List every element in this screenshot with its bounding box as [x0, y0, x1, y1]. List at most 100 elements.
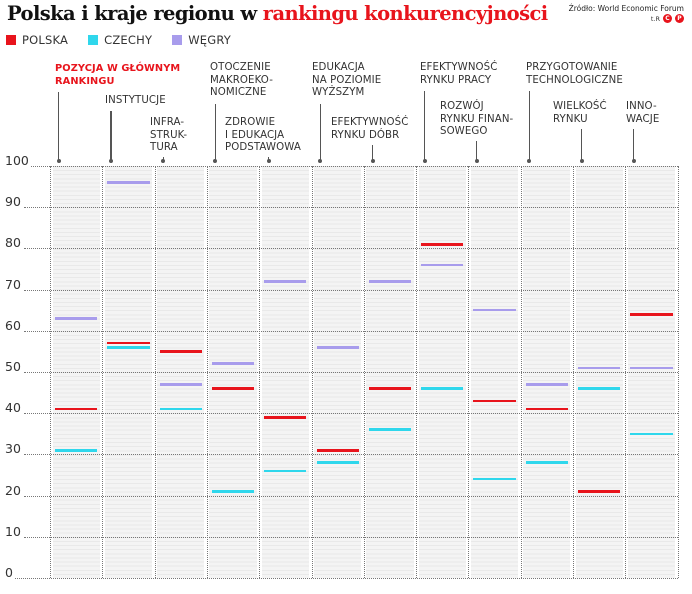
marker-węgry: [211, 362, 255, 366]
gridline-60: [24, 330, 678, 332]
category-label-line: EFEKTYWNOŚĆ: [420, 62, 498, 73]
category-label-line: STRUK-: [150, 129, 188, 141]
column-background: [52, 166, 100, 578]
gridline-0: [15, 578, 678, 579]
column-separator: [154, 166, 156, 578]
pointer-line: [266, 157, 272, 163]
category-label-line: NOMICZNE: [210, 87, 267, 98]
title-highlight: rankingu konkurencyjności: [262, 2, 548, 25]
source-note: Źródło: World Economic Forum: [568, 4, 684, 13]
marker-węgry: [368, 280, 412, 283]
marker-czechy: [525, 461, 568, 464]
pointer-line: [108, 111, 114, 163]
category-label: PRZYGOTOWANIE TECHNOLOGICZNE: [526, 62, 623, 87]
category-label-line: INFRA-: [150, 117, 185, 128]
category-label: POZYCJA W GŁÓWNYM RANKINGU: [55, 63, 180, 88]
marker-węgry: [159, 383, 202, 386]
category-label-line: TECHNOLOGICZNE: [526, 74, 623, 86]
chart-title: Polska i kraje regionu w rankingu konkur…: [7, 2, 548, 25]
category-label-line: OTOCZENIE: [210, 62, 271, 73]
marker-czechy: [421, 387, 464, 390]
category-label-line: WYŻSZYM: [312, 87, 365, 98]
pointer-line: [56, 92, 62, 163]
pointer-line: [474, 141, 480, 163]
category-label-line: WIELKOŚĆ: [553, 101, 607, 112]
marker-czechy: [55, 448, 98, 452]
column-separator: [520, 166, 522, 578]
category-label-line: I EDUKACJA: [225, 129, 285, 141]
y-tick-label: 30: [5, 441, 21, 457]
legend-label: POLSKA: [22, 33, 69, 47]
y-tick-label: 10: [5, 523, 21, 539]
category-label: EFEKTYWNOŚĆ RYNKU PRACY: [420, 62, 497, 87]
category-label-line: SOWEGO: [440, 126, 488, 137]
gridline-40: [24, 413, 678, 415]
category-label-line: WACJE: [626, 113, 660, 125]
y-tick-label: 90: [5, 194, 21, 210]
gridline-30: [24, 454, 678, 456]
pointer-line: [212, 104, 219, 163]
category-label: INSTYTUCJE: [105, 95, 166, 108]
y-tick-label: 80: [5, 235, 21, 251]
category-label-line: PRZYGOTOWANIE: [526, 62, 618, 73]
column-separator: [573, 166, 574, 578]
category-label: OTOCZENIE MAKROEKO- NOMICZNE: [210, 62, 273, 100]
category-label-line: POZYCJA W GŁÓWNYM: [55, 63, 181, 74]
title-prefix: Polska i kraje regionu w: [7, 2, 263, 25]
marker-polska: [578, 490, 621, 493]
marker-czechy: [211, 490, 255, 493]
column-separator: [468, 166, 470, 578]
category-label-line: RYNKU DÓBR: [331, 129, 400, 141]
swatch-wegry-icon: [172, 35, 183, 45]
marker-węgry: [473, 308, 516, 312]
gridline-100: [31, 166, 678, 167]
pointer-line: [422, 91, 428, 163]
gridline-80: [24, 248, 678, 250]
credit-initials: t.R: [650, 14, 660, 23]
marker-węgry: [55, 317, 98, 320]
category-label-line: NA POZIOMIE: [312, 74, 382, 86]
category-label: EFEKTYWNOŚĆ RYNKU DÓBR: [331, 117, 408, 142]
y-tick-label: 0: [5, 565, 13, 580]
legend: POLSKA CZECHY WĘGRY: [6, 33, 231, 47]
marker-czechy: [264, 469, 307, 473]
pointer-line: [370, 145, 376, 163]
y-tick-label: 60: [5, 317, 21, 333]
pointer-line: [160, 157, 166, 163]
category-label-line: RYNKU PRACY: [420, 74, 492, 86]
legend-item-wegry: WĘGRY: [172, 33, 231, 47]
marker-polska: [630, 313, 673, 316]
marker-polska: [159, 350, 202, 353]
marker-polska: [473, 399, 516, 403]
category-label-line: RYNKU: [553, 113, 588, 125]
marker-czechy: [578, 387, 621, 390]
category-label: ZDROWIE I EDUKACJA PODSTAWOWA: [225, 117, 301, 155]
category-label: WIELKOŚĆ RYNKU: [553, 101, 607, 126]
category-label-line: RANKINGU: [55, 75, 115, 87]
category-label-line: ROZWÓJ: [440, 101, 484, 112]
marker-polska: [368, 387, 412, 390]
marker-węgry: [421, 263, 464, 267]
marker-polska: [525, 407, 568, 411]
marker-czechy: [473, 477, 516, 481]
marker-czechy: [107, 345, 150, 349]
gridline-20: [24, 495, 678, 497]
marker-węgry: [107, 181, 150, 184]
pointer-line: [526, 91, 532, 163]
gridline-50: [24, 372, 678, 373]
legend-item-polska: POLSKA: [6, 33, 68, 47]
gridline-70: [24, 289, 678, 291]
p-icon: P: [675, 14, 684, 23]
column-separator: [311, 166, 313, 578]
column-separator: [259, 166, 261, 578]
y-tick-label: 70: [5, 276, 21, 292]
y-tick-label: 100: [5, 153, 29, 168]
column-separator: [50, 166, 51, 578]
marker-polska: [264, 416, 307, 419]
column-separator: [363, 166, 365, 578]
marker-czechy: [368, 428, 412, 431]
marker-węgry: [264, 280, 307, 283]
category-label-line: PODSTAWOWA: [225, 142, 301, 153]
swatch-czechy-icon: [88, 35, 99, 45]
category-label-line: ZDROWIE: [225, 117, 276, 128]
